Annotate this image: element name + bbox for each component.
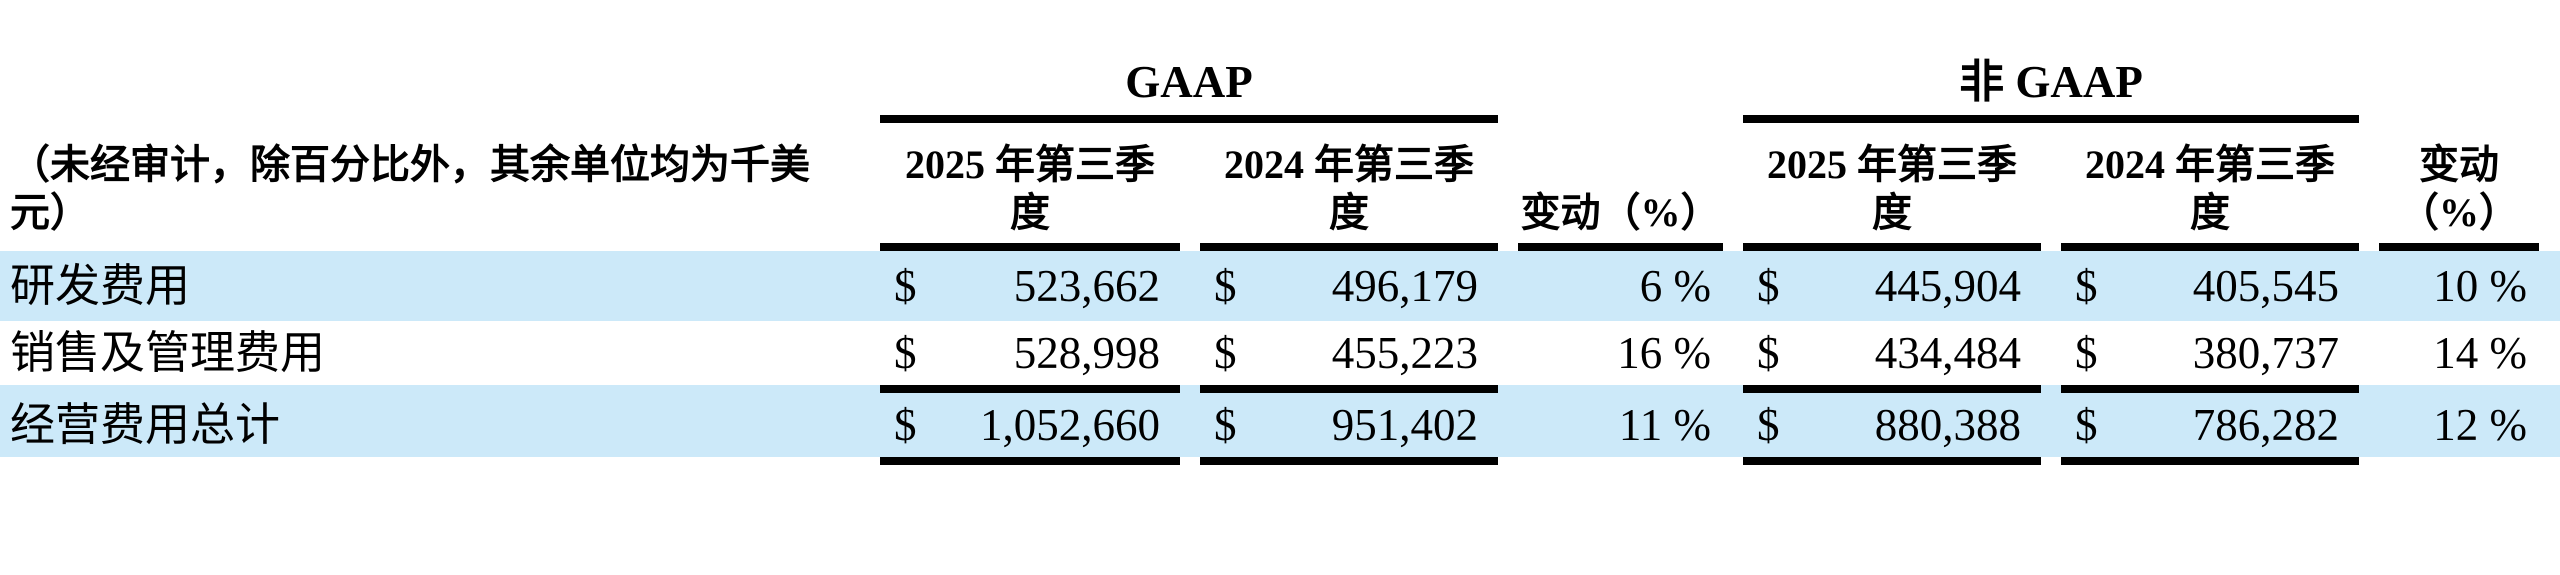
column-rule <box>2379 243 2539 251</box>
percent-cell-gaap-change: 6 % <box>1639 260 1711 311</box>
percent-cell-non-gaap-change: 12 % <box>2433 399 2527 450</box>
group-header-non-gaap: 非 GAAP <box>1959 57 2143 107</box>
amount: 528,998 <box>1013 327 1160 378</box>
group-header-rule-row <box>0 115 2560 123</box>
col-header-gaap-q3-2025: 2025 年第三季 度 <box>880 123 1180 243</box>
currency-symbol: $ <box>2075 399 2098 450</box>
money-cell-non-gaap-2024: $ 380,737 <box>2061 327 2359 378</box>
money-cell-non-gaap-2024: $ 786,282 <box>2061 399 2359 450</box>
amount: 1,052,660 <box>980 399 1160 450</box>
money-cell-gaap-2025: $ 528,998 <box>880 327 1180 378</box>
money-cell-gaap-2024: $ 455,223 <box>1200 327 1498 378</box>
currency-symbol: $ <box>1757 327 1780 378</box>
unit-note-line1: （未经审计，除百分比外，其余单位均为千美 <box>10 142 810 187</box>
unit-note-line2: 元） <box>10 190 90 235</box>
currency-symbol: $ <box>2075 327 2098 378</box>
col-header-text: 2024 年第三季 <box>2085 142 2335 187</box>
col-header-non-gaap-change: 变动 （%） <box>2379 123 2539 243</box>
money-cell-gaap-2025: $ 523,662 <box>880 260 1180 311</box>
col-header-text: （%） <box>2399 190 2519 235</box>
col-header-text: 度 <box>1329 190 1369 235</box>
column-rule <box>1200 385 1498 393</box>
col-header-text: 变动 <box>2419 142 2499 187</box>
money-cell-non-gaap-2025: $ 880,388 <box>1743 399 2041 450</box>
money-cell-non-gaap-2025: $ 434,484 <box>1743 327 2041 378</box>
col-header-text: 2025 年第三季 <box>1767 142 2017 187</box>
col-header-text: 2024 年第三季 <box>1224 142 1474 187</box>
column-header-row: （未经审计，除百分比外，其余单位均为千美 元） 2025 年第三季 度 2024… <box>0 123 2560 243</box>
money-cell-non-gaap-2025: $ 445,904 <box>1743 260 2041 311</box>
currency-symbol: $ <box>1214 399 1237 450</box>
currency-symbol: $ <box>894 327 917 378</box>
amount: 523,662 <box>1013 260 1160 311</box>
column-rule <box>2061 385 2359 393</box>
currency-symbol: $ <box>894 260 917 311</box>
money-cell-non-gaap-2024: $ 405,545 <box>2061 260 2359 311</box>
money-cell-gaap-2024: $ 496,179 <box>1200 260 1498 311</box>
table-row-sga-expenses: 销售及管理费用 $ 528,998 $ 455,223 16 % $ 434,4… <box>0 321 2560 385</box>
col-header-gaap-q3-2024: 2024 年第三季 度 <box>1200 123 1498 243</box>
money-cell-gaap-2025: $ 1,052,660 <box>880 399 1180 450</box>
amount: 445,904 <box>1874 260 2021 311</box>
col-header-text: 度 <box>1872 190 1912 235</box>
col-header-text: 变动（%） <box>1520 190 1721 235</box>
currency-symbol: $ <box>1214 327 1237 378</box>
col-header-non-gaap-q3-2024: 2024 年第三季 度 <box>2061 123 2359 243</box>
amount: 951,402 <box>1331 399 1478 450</box>
column-rule <box>1743 385 2041 393</box>
amount: 434,484 <box>1874 327 2021 378</box>
group-header-row: GAAP 非 GAAP <box>0 0 2560 115</box>
operating-expenses-table: GAAP 非 GAAP （未经审计，除百分比外，其余单位均为千美 元） 2025… <box>0 0 2560 465</box>
percent-cell-gaap-change: 16 % <box>1617 327 1711 378</box>
amount: 496,179 <box>1331 260 1478 311</box>
currency-symbol: $ <box>1214 260 1237 311</box>
subtotal-rule-row <box>0 385 2560 393</box>
row-label: 经营费用总计 <box>10 399 281 450</box>
non-gaap-group-rule <box>1743 115 2359 123</box>
amount: 786,282 <box>2192 399 2339 450</box>
col-header-gaap-change: 变动（%） <box>1518 123 1723 243</box>
unit-note: （未经审计，除百分比外，其余单位均为千美 元） <box>10 123 860 243</box>
money-cell-gaap-2024: $ 951,402 <box>1200 399 1498 450</box>
percent-cell-non-gaap-change: 14 % <box>2433 327 2527 378</box>
amount: 880,388 <box>1874 399 2021 450</box>
currency-symbol: $ <box>1757 260 1780 311</box>
column-rule <box>2061 457 2359 465</box>
col-header-text: 2025 年第三季 <box>905 142 1155 187</box>
row-label: 研发费用 <box>10 260 191 311</box>
column-rule <box>1743 457 2041 465</box>
percent-cell-gaap-change: 11 % <box>1618 399 1711 450</box>
total-rule-row <box>0 457 2560 465</box>
currency-symbol: $ <box>2075 260 2098 311</box>
column-rule <box>1200 457 1498 465</box>
column-rule <box>2061 243 2359 251</box>
row-label: 销售及管理费用 <box>10 327 326 378</box>
column-rule <box>1518 243 1723 251</box>
gaap-group-rule <box>880 115 1498 123</box>
column-rule <box>1200 243 1498 251</box>
currency-symbol: $ <box>894 399 917 450</box>
col-header-non-gaap-q3-2025: 2025 年第三季 度 <box>1743 123 2041 243</box>
column-rule <box>880 243 1180 251</box>
amount: 405,545 <box>2192 260 2339 311</box>
column-rule <box>880 457 1180 465</box>
table-row-total-operating-expenses: 经营费用总计 $ 1,052,660 $ 951,402 11 % $ 880,… <box>0 393 2560 457</box>
col-header-text: 度 <box>2190 190 2230 235</box>
table-row-rd-expenses: 研发费用 $ 523,662 $ 496,179 6 % $ 445,904 $… <box>0 251 2560 321</box>
column-header-rule-row <box>0 243 2560 251</box>
col-header-text: 度 <box>1010 190 1050 235</box>
group-header-gaap: GAAP <box>1125 57 1253 107</box>
amount: 455,223 <box>1331 327 1478 378</box>
column-rule <box>1743 243 2041 251</box>
amount: 380,737 <box>2192 327 2339 378</box>
percent-cell-non-gaap-change: 10 % <box>2433 260 2527 311</box>
currency-symbol: $ <box>1757 399 1780 450</box>
column-rule <box>880 385 1180 393</box>
